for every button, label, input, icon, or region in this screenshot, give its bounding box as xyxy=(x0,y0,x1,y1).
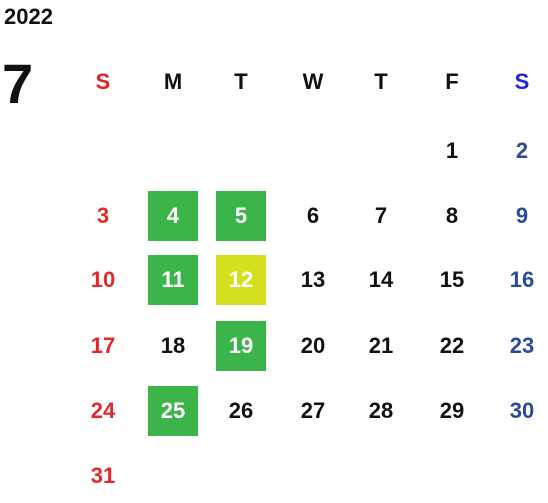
day-cell-3[interactable]: 3 xyxy=(96,203,110,228)
day-cell-8[interactable]: 8 xyxy=(445,203,459,228)
day-cell-29[interactable]: 29 xyxy=(439,398,465,423)
weekday-header-mon: M xyxy=(163,69,183,94)
day-cell-14[interactable]: 14 xyxy=(368,267,394,292)
weekday-header-tue: T xyxy=(234,69,248,94)
day-cell-4[interactable]: 4 xyxy=(148,191,198,241)
day-cell-30[interactable]: 30 xyxy=(509,398,535,423)
day-cell-9[interactable]: 9 xyxy=(515,203,529,228)
day-cell-22[interactable]: 22 xyxy=(439,333,465,358)
year-label: 2022 xyxy=(4,4,53,29)
day-cell-16[interactable]: 16 xyxy=(509,267,535,292)
weekday-header-wed: W xyxy=(302,69,324,94)
month-label: 7 xyxy=(2,52,34,115)
day-cell-24[interactable]: 24 xyxy=(90,398,116,423)
day-cell-28[interactable]: 28 xyxy=(368,398,394,423)
weekday-header-thu: T xyxy=(374,69,388,94)
day-cell-26[interactable]: 26 xyxy=(228,398,254,423)
day-cell-20[interactable]: 20 xyxy=(300,333,326,358)
day-cell-23[interactable]: 23 xyxy=(509,333,535,358)
day-cell-5[interactable]: 5 xyxy=(216,191,266,241)
day-cell-31[interactable]: 31 xyxy=(90,463,116,488)
day-cell-18[interactable]: 18 xyxy=(160,333,186,358)
day-cell-17[interactable]: 17 xyxy=(90,333,116,358)
day-cell-2[interactable]: 2 xyxy=(515,138,529,163)
weekday-header-sun: S xyxy=(95,69,111,94)
day-cell-10[interactable]: 10 xyxy=(90,267,116,292)
day-cell-11[interactable]: 11 xyxy=(148,255,198,305)
weekday-header-fri: F xyxy=(445,69,459,94)
weekday-header-sat: S xyxy=(514,69,530,94)
day-cell-21[interactable]: 21 xyxy=(368,333,394,358)
day-cell-19[interactable]: 19 xyxy=(216,321,266,371)
day-cell-15[interactable]: 15 xyxy=(439,267,465,292)
day-cell-6[interactable]: 6 xyxy=(306,203,320,228)
day-cell-12[interactable]: 12 xyxy=(216,255,266,305)
day-cell-13[interactable]: 13 xyxy=(300,267,326,292)
day-cell-7[interactable]: 7 xyxy=(374,203,388,228)
day-cell-27[interactable]: 27 xyxy=(300,398,326,423)
day-cell-25[interactable]: 25 xyxy=(148,386,198,436)
day-cell-1[interactable]: 1 xyxy=(445,138,459,163)
